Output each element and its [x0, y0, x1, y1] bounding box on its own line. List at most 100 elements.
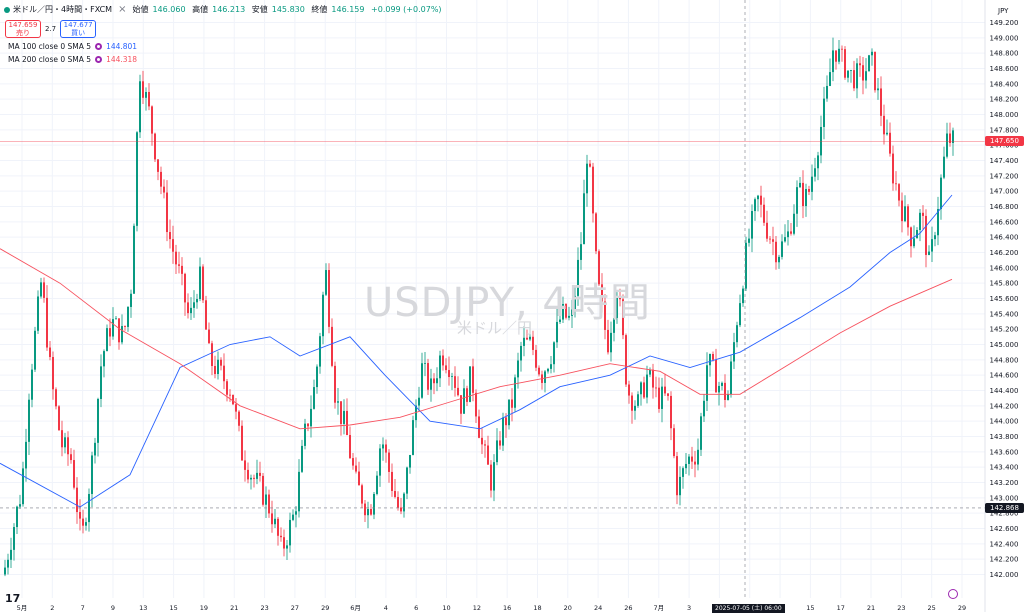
candle-body: [793, 213, 795, 234]
candle-body: [922, 212, 924, 216]
indicator-settings-icon[interactable]: [95, 43, 103, 50]
candle-body: [466, 388, 468, 402]
time-tick-label: 15: [806, 604, 814, 612]
watermark-subtitle: 米ドル／円: [457, 319, 533, 337]
candle-body: [295, 511, 297, 515]
candle-body: [229, 394, 231, 396]
candle-body: [766, 222, 768, 239]
candle-body: [13, 527, 15, 550]
candle-body: [814, 168, 816, 177]
candle-body: [694, 461, 696, 465]
candle-body: [370, 509, 372, 515]
candle-body: [796, 187, 798, 214]
symbol-info[interactable]: 米ドル／円・4時間・FXCM: [4, 4, 112, 15]
candle-body: [7, 559, 9, 568]
candle-body: [25, 441, 27, 469]
candle-body: [412, 420, 414, 455]
candle-body: [211, 343, 213, 367]
candle-body: [622, 299, 624, 336]
candle-body: [934, 235, 936, 240]
candle-body: [889, 132, 891, 154]
price-tick-label: 145.400: [990, 310, 1019, 318]
indicator-ma200[interactable]: MA 200 close 0 SMA 5 144.318: [8, 55, 137, 64]
candle-body: [847, 70, 849, 78]
candle-body: [373, 493, 375, 515]
indicator-settings-icon[interactable]: [95, 56, 103, 63]
price-tick-label: 149.000: [990, 34, 1019, 42]
candle-body: [409, 454, 411, 468]
candle-body: [811, 176, 813, 192]
candle-body: [427, 363, 429, 390]
time-tick-label: 29: [958, 604, 966, 612]
candle-body: [424, 363, 426, 364]
candle-body: [148, 91, 150, 107]
candle-body: [499, 440, 501, 446]
candle-body: [910, 227, 912, 247]
close-icon[interactable]: ×: [118, 4, 127, 15]
sell-button[interactable]: 147.659 売り: [5, 20, 41, 38]
time-tick-label: 2: [50, 604, 54, 612]
buy-button[interactable]: 147.677 買い: [60, 20, 97, 38]
buy-label: 買い: [71, 29, 86, 37]
candle-body: [880, 88, 882, 116]
indicator-ma100[interactable]: MA 100 close 0 SMA 5 144.801: [8, 42, 137, 51]
candle-body: [691, 456, 693, 462]
candle-body: [859, 63, 861, 66]
candle-body: [76, 487, 78, 513]
candle-body: [157, 159, 159, 172]
time-tick-label: 10: [442, 604, 450, 612]
candle-body: [175, 251, 177, 265]
candle-body: [700, 416, 702, 450]
candle-body: [406, 467, 408, 494]
candle-body: [358, 471, 360, 486]
ma200-line: [0, 248, 953, 430]
candle-body: [490, 464, 492, 491]
candle-body: [904, 206, 906, 222]
candle-body: [10, 549, 12, 560]
candle-body: [448, 370, 450, 377]
candle-body: [574, 295, 576, 310]
candle-body: [139, 81, 141, 133]
candle-body: [730, 361, 732, 395]
time-tick-label: 20: [564, 604, 572, 612]
candle-body: [403, 493, 405, 512]
time-axis: 5月 2 7 9 13 15 19 21 23 27 29 6月 4 6 10 12 16 18 20 24 26 7月 3…: [17, 604, 966, 612]
close-label: 終値: [311, 5, 328, 14]
candle-body: [46, 297, 48, 348]
candle-body: [391, 471, 393, 491]
candle-body: [790, 231, 792, 234]
candle-body: [367, 509, 369, 516]
candle-body: [64, 437, 66, 448]
candle-body: [379, 448, 381, 476]
chart-settings-icon[interactable]: [948, 589, 958, 599]
candle-body: [595, 213, 597, 252]
candle-body: [802, 182, 804, 207]
candle-body: [319, 336, 321, 367]
time-tick-label: 9: [111, 604, 115, 612]
candle-body: [382, 444, 384, 449]
candle-body: [88, 493, 90, 523]
candle-body: [637, 394, 639, 406]
time-tick-label: 29: [321, 604, 329, 612]
candle-body: [352, 458, 354, 466]
tradingview-logo[interactable]: 𝟭𝟳: [5, 592, 21, 605]
time-tick-label: 21: [867, 604, 875, 612]
candle-body: [73, 460, 75, 488]
candle-body: [538, 367, 540, 375]
candle-body: [670, 395, 672, 429]
candle-body: [892, 153, 894, 184]
trade-buttons: 147.659 売り 2.7 147.677 買い: [5, 20, 97, 38]
candle-body: [268, 494, 270, 514]
candle-body: [247, 469, 249, 480]
price-tick-label: 148.400: [990, 80, 1019, 88]
candle-body: [517, 360, 519, 378]
candle-body: [652, 369, 654, 388]
price-tick-label: 145.200: [990, 326, 1019, 334]
candle-body: [433, 378, 435, 384]
candle-body: [37, 296, 39, 331]
candle-body: [925, 215, 927, 255]
candle-body: [316, 366, 318, 388]
candle-body: [127, 306, 129, 327]
price-tick-label: 147.200: [990, 172, 1019, 180]
